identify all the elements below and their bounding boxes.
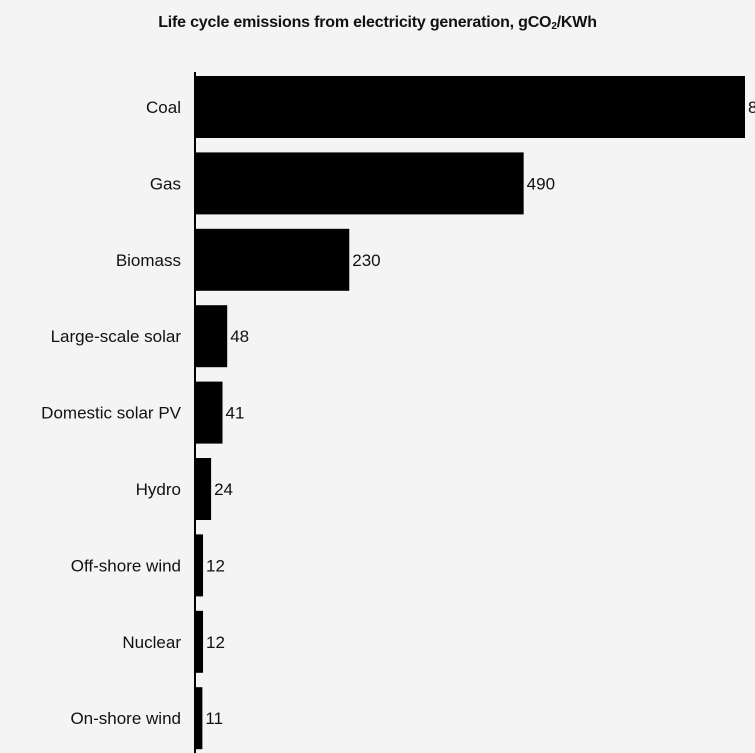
category-label: Biomass xyxy=(116,251,181,270)
value-label: 24 xyxy=(214,480,233,499)
category-label: Coal xyxy=(146,98,181,117)
value-label: 11 xyxy=(205,709,223,728)
bar-off-shore-wind xyxy=(195,534,204,597)
value-label: 48 xyxy=(230,327,249,346)
chart-title-unit: /KWh xyxy=(556,14,597,31)
category-label: Gas xyxy=(150,174,181,193)
category-label: Hydro xyxy=(136,480,181,499)
bar-coal xyxy=(195,76,745,138)
chart-title-main: Life cycle emissions from electricity ge… xyxy=(158,14,552,31)
bar-on-shore-wind xyxy=(195,687,203,750)
bar-nuclear xyxy=(195,610,204,673)
category-label: Nuclear xyxy=(122,633,181,652)
category-label: Domestic solar PV xyxy=(41,404,181,423)
bar-large-scale-solar xyxy=(195,305,228,368)
bar-domestic-solar-pv xyxy=(195,381,223,444)
chart-title: Life cycle emissions from electricity ge… xyxy=(0,14,755,32)
bar-biomass xyxy=(195,228,350,291)
value-label: 820 xyxy=(748,98,755,117)
bar-gas xyxy=(195,152,524,215)
category-label: On-shore wind xyxy=(70,709,181,728)
value-label: 12 xyxy=(206,556,225,575)
value-label: 230 xyxy=(352,251,380,270)
bar-hydro xyxy=(195,458,212,520)
value-label: 41 xyxy=(226,404,245,423)
chart-title-subscript: 2 xyxy=(551,21,557,32)
category-label: Large-scale solar xyxy=(51,327,182,346)
value-label: 490 xyxy=(527,174,555,193)
category-label: Off-shore wind xyxy=(71,556,181,575)
value-label: 12 xyxy=(206,633,225,652)
